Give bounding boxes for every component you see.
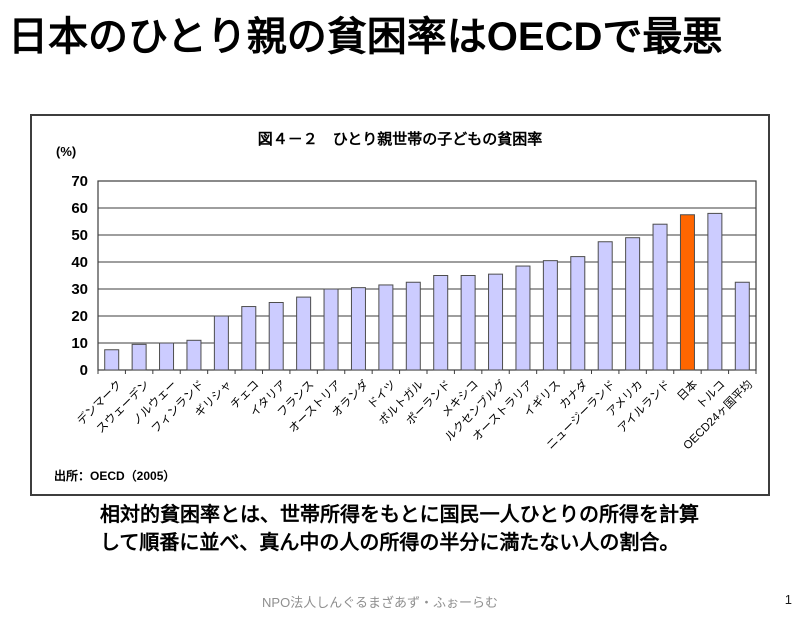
page-title: 日本のひとり親の貧困率はOECDで最悪 — [8, 15, 723, 59]
bar-アイルランド — [652, 223, 668, 371]
bar-フランス — [296, 296, 312, 371]
bar-イギリス — [542, 260, 558, 371]
bar-ポーランド — [433, 275, 449, 371]
chart-panel: 図４－２ ひとり親世帯の子どもの貧困率 (%) 0 10 20 30 40 50 60 70 デ… — [30, 114, 770, 496]
bar-デンマーク — [104, 349, 120, 371]
bar-トルコ — [707, 212, 723, 371]
bar-ノルウェー — [159, 342, 175, 371]
description-text: 相対的貧困率とは、世帯所得をもとに国民一人ひとりの所得を計算 して順番に並べ、真… — [100, 501, 699, 557]
page-number: 1 — [784, 592, 792, 607]
y-tick-label: 0 — [80, 362, 88, 379]
bar-オランダ — [350, 287, 366, 371]
y-tick-label: 20 — [71, 308, 88, 325]
y-tick-label: 10 — [71, 335, 88, 352]
bar-イタリア — [268, 302, 284, 371]
plot-area — [97, 180, 757, 371]
bar-ポルトガル — [405, 281, 421, 371]
bar-ルクセンブルグ — [488, 273, 504, 371]
bar-カナダ — [570, 256, 586, 371]
y-tick-label: 60 — [71, 200, 88, 217]
bar-チェコ — [241, 306, 257, 371]
footer-organization: NPO法人しんぐるまざあず・ふぉーらむ — [262, 595, 498, 610]
bar-オーストリア — [323, 288, 339, 371]
bar-フィンランド — [186, 339, 202, 371]
description-line-2: して順番に並べ、真ん中の人の所得の半分に満たない人の割合。 — [100, 532, 680, 554]
bar-ギリシャ — [213, 315, 229, 371]
chart-title: 図４－２ ひとり親世帯の子どもの貧困率 — [257, 131, 543, 148]
bar-ニュージーランド — [597, 241, 613, 371]
bar-chart: 010203040506070デンマークスウェーデンノルウェーフィンランドギリシ… — [71, 173, 757, 452]
description-line-1: 相対的貧困率とは、世帯所得をもとに国民一人ひとりの所得を計算 — [100, 504, 699, 526]
y-tick-label: 70 — [71, 173, 88, 190]
y-tick-label: 50 — [71, 227, 88, 244]
y-tick-label: 40 — [71, 254, 88, 271]
bar-スウェーデン — [131, 343, 147, 371]
y-axis-unit-label: (%) — [56, 144, 77, 159]
bar-オーストラリア — [515, 265, 531, 371]
chart-source: 出所：OECD（2005） — [54, 469, 176, 483]
bar-OECD24ヶ国平均 — [734, 281, 750, 371]
bar-メキシコ — [460, 275, 476, 371]
y-tick-label: 30 — [71, 281, 88, 298]
bar-アメリカ — [625, 237, 641, 371]
x-category-label: 日本 — [674, 377, 701, 404]
bar-ドイツ — [378, 284, 394, 371]
bar-日本 — [679, 214, 695, 371]
